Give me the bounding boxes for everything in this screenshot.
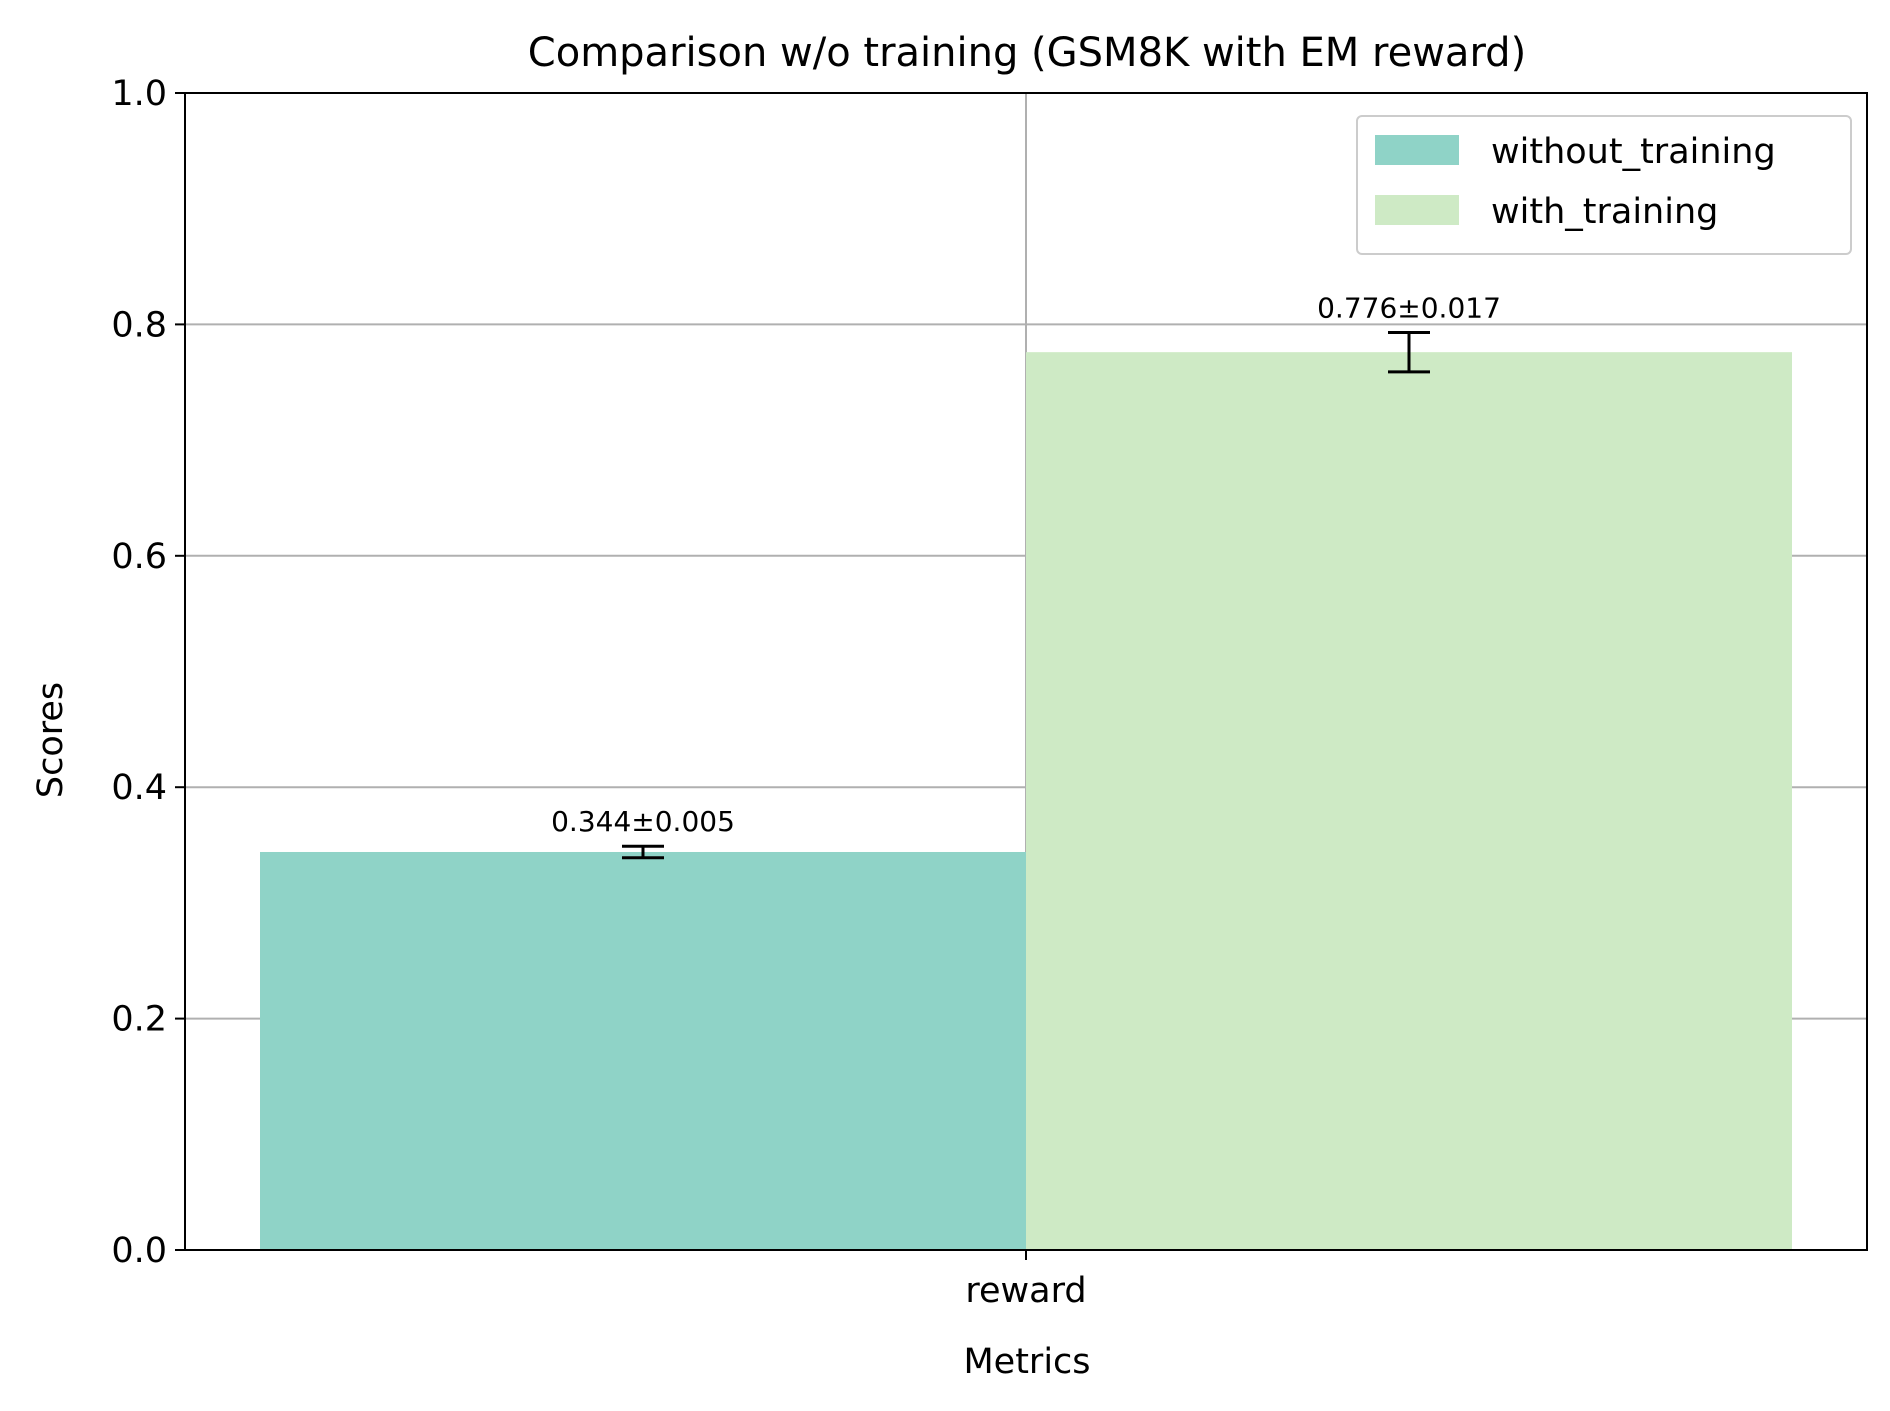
chart-title: Comparison w/o training (GSM8K with EM r… — [528, 30, 1526, 76]
data-label-with_training: 0.776±0.017 — [1317, 291, 1501, 324]
y-tick-label: 1.0 — [111, 74, 167, 114]
data-label-without_training: 0.344±0.005 — [551, 805, 735, 838]
y-tick-label: 0.2 — [111, 1000, 167, 1040]
ticks-layer: 0.0 0.2 0.4 0.6 0.8 1.0 reward — [111, 74, 1086, 1311]
y-tick-label: 0.6 — [111, 537, 167, 577]
bars-layer — [260, 352, 1792, 1251]
legend-swatch-without_training — [1375, 135, 1459, 165]
y-tick-label: 0.0 — [111, 1231, 167, 1271]
error-bars-layer — [622, 330, 1430, 860]
legend-label-without_training: without_training — [1491, 132, 1776, 172]
data-labels-layer: 0.344±0.005 0.776±0.017 — [551, 291, 1501, 838]
legend: without_training with_training — [1356, 115, 1852, 255]
x-tick-label: reward — [965, 1271, 1086, 1311]
y-tick-label: 0.4 — [111, 768, 167, 808]
bar-without_training — [260, 851, 1026, 1250]
bar-with_training — [1026, 352, 1792, 1251]
legend-box — [1356, 115, 1852, 255]
y-axis-label: Scores — [31, 682, 71, 798]
legend-swatch-with_training — [1375, 195, 1459, 225]
y-tick-label: 0.8 — [111, 305, 167, 345]
legend-label-with_training: with_training — [1491, 192, 1718, 232]
x-axis-label: Metrics — [963, 1342, 1090, 1382]
